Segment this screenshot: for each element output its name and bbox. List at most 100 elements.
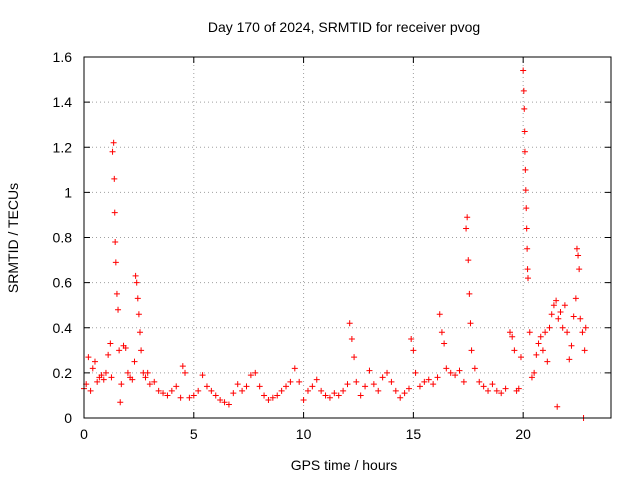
data-point: [579, 329, 586, 336]
data-point: [129, 376, 136, 383]
data-point: [331, 390, 338, 397]
data-point: [340, 387, 347, 394]
data-point: [105, 351, 112, 358]
data-point: [243, 383, 250, 390]
data-point: [112, 259, 119, 266]
data-point: [531, 369, 538, 376]
data-point: [460, 378, 467, 385]
data-point: [542, 329, 549, 336]
data-point: [405, 385, 412, 392]
data-point: [521, 148, 528, 155]
data-point: [217, 396, 224, 403]
data-point: [348, 336, 355, 343]
data-point: [421, 378, 428, 385]
data-point: [142, 374, 149, 381]
data-point: [134, 295, 141, 302]
data-point: [425, 376, 432, 383]
data-point: [287, 378, 294, 385]
data-point: [408, 336, 415, 343]
data-point: [506, 329, 513, 336]
data-point: [113, 290, 120, 297]
data-point: [186, 394, 193, 401]
data-point: [537, 333, 544, 340]
data-point: [370, 381, 377, 388]
data-point: [582, 324, 589, 331]
x-tick-label: 5: [190, 426, 198, 442]
data-point: [151, 378, 158, 385]
data-point: [392, 387, 399, 394]
data-point: [476, 378, 483, 385]
data-point: [577, 315, 584, 322]
data-point: [524, 245, 531, 252]
y-tick-label: 0.8: [53, 230, 73, 246]
data-point: [296, 378, 303, 385]
data-point: [212, 392, 219, 399]
data-point: [225, 401, 232, 408]
data-point: [410, 347, 417, 354]
data-point: [570, 313, 577, 320]
data-point: [550, 302, 557, 309]
data-point: [559, 324, 566, 331]
data-point: [443, 365, 450, 372]
data-point: [452, 372, 459, 379]
data-point: [269, 394, 276, 401]
data-point: [524, 275, 531, 282]
data-point: [108, 374, 115, 381]
data-point: [234, 381, 241, 388]
data-point: [379, 374, 386, 381]
data-point: [256, 383, 263, 390]
data-point: [85, 354, 92, 361]
data-point: [304, 387, 311, 394]
data-point: [118, 381, 125, 388]
data-point: [110, 139, 117, 146]
data-point: [572, 295, 579, 302]
data-point: [464, 214, 471, 221]
data-point: [146, 381, 153, 388]
data-point: [564, 329, 571, 336]
axis-ticks: [83, 56, 611, 419]
data-point: [89, 365, 96, 372]
data-point: [498, 390, 505, 397]
data-point: [430, 381, 437, 388]
x-axis-label: GPS time / hours: [291, 457, 398, 473]
data-point: [98, 372, 105, 379]
data-point: [520, 87, 527, 94]
data-point: [581, 347, 588, 354]
data-point: [416, 383, 423, 390]
plot-frame: [83, 56, 612, 419]
data-point: [456, 367, 463, 374]
data-point: [528, 374, 535, 381]
data-point: [521, 105, 528, 112]
data-point: [144, 369, 151, 376]
data-point: [132, 272, 139, 279]
y-tick-label: 1.4: [53, 94, 73, 110]
x-tick-label: 15: [406, 426, 422, 442]
data-point: [179, 363, 186, 370]
data-point: [384, 369, 391, 376]
data-point: [344, 381, 351, 388]
data-point: [362, 383, 369, 390]
data-point: [278, 387, 285, 394]
data-point: [164, 392, 171, 399]
data-point: [322, 392, 329, 399]
data-point: [480, 383, 487, 390]
data-point: [309, 383, 316, 390]
grid: [84, 57, 611, 418]
y-axis-tick-labels: 0 0.2 0.4 0.6 0.8 1 1.2 1.4 1.6: [53, 49, 73, 426]
data-point: [436, 311, 443, 318]
data-point: [124, 369, 131, 376]
data-point: [447, 369, 454, 376]
data-point: [471, 365, 478, 372]
data-point: [463, 225, 470, 232]
data-point: [136, 329, 143, 336]
data-point: [546, 324, 553, 331]
data-point: [526, 329, 533, 336]
data-point: [168, 387, 175, 394]
data-point: [102, 369, 109, 376]
data-point: [521, 128, 528, 135]
data-point: [283, 383, 290, 390]
data-point: [112, 239, 119, 246]
data-point: [326, 394, 333, 401]
data-point: [94, 378, 101, 385]
